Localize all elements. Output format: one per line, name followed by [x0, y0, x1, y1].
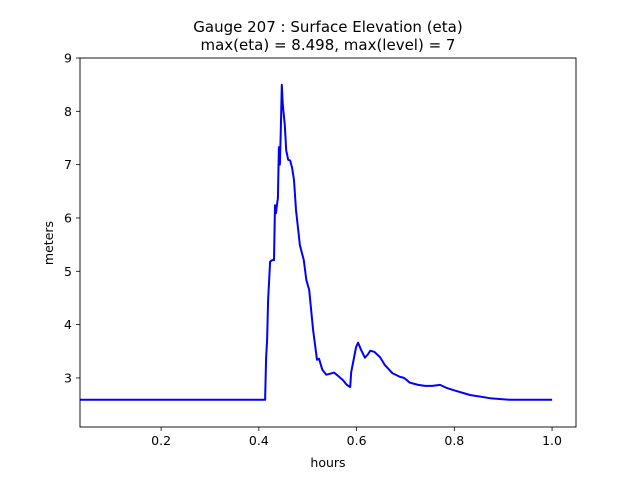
y-axis-label: meters — [41, 221, 56, 265]
plot-area — [80, 83, 553, 401]
chart-subtitle: max(eta) = 8.498, max(level) = 7 — [201, 36, 456, 54]
axis-ticks: 0.2 0.4 0.6 0.8 1.0 3 4 5 6 7 8 9 — [64, 51, 562, 449]
x-tick-label: 0.2 — [151, 433, 171, 448]
x-tick-label: 1.0 — [542, 433, 562, 448]
chart-title: Gauge 207 : Surface Elevation (eta) — [193, 18, 462, 36]
x-tick-label: 0.6 — [347, 433, 367, 448]
y-tick-label: 4 — [64, 317, 72, 332]
y-tick-label: 6 — [64, 210, 72, 225]
axes-frame — [79, 57, 577, 428]
x-tick-label: 0.4 — [249, 433, 269, 448]
y-tick-label: 9 — [64, 51, 72, 66]
y-tick-label: 3 — [64, 370, 72, 385]
y-tick-label: 7 — [64, 157, 72, 172]
x-axis-label: hours — [310, 455, 345, 470]
series-line-eta — [80, 83, 553, 401]
x-tick-label: 0.8 — [444, 433, 464, 448]
y-tick-label: 5 — [64, 264, 72, 279]
y-tick-label: 8 — [64, 104, 72, 119]
